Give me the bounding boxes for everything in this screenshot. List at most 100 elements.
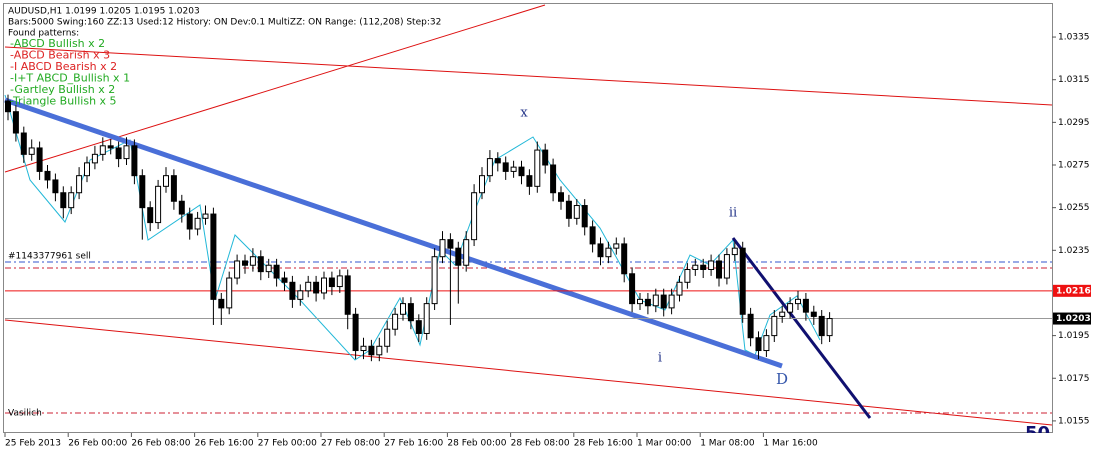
candle-body: [668, 294, 675, 309]
candle-body: [155, 185, 162, 224]
candle-body: [170, 175, 177, 202]
candle-body: [431, 256, 438, 305]
price-box: [1053, 284, 1091, 297]
candle-body: [328, 277, 335, 288]
candle-body: [787, 303, 794, 313]
candle-body: [36, 147, 43, 172]
candle-body: [637, 298, 643, 305]
x-tick-label: 26 Feb 00:00: [68, 439, 127, 449]
x-tick-label: 1 Mar 16:00: [763, 439, 818, 449]
candle-body: [747, 313, 754, 339]
candle-body: [297, 290, 304, 300]
candle-body: [423, 303, 430, 334]
candle-body: [644, 298, 651, 307]
candle-body: [257, 256, 264, 273]
x-tick-label: 27 Feb 16:00: [384, 439, 443, 449]
candle-body: [210, 213, 217, 300]
x-tick-label: 28 Feb 16:00: [574, 439, 633, 449]
candle-body: [352, 313, 359, 352]
pattern-entry: -Triangle Bullish x 5: [10, 95, 117, 108]
candle-body: [186, 213, 193, 230]
pattern-entry: -I+T ABCD_Bullish x 1: [10, 72, 130, 85]
candle-body: [558, 192, 564, 202]
candle-body: [178, 200, 185, 215]
candle-body: [376, 345, 383, 356]
y-tick-label: 1.0275: [1058, 161, 1090, 171]
x-tick-label: 1 Mar 00:00: [637, 439, 692, 449]
candle-body: [68, 192, 75, 209]
candle-body: [218, 298, 225, 309]
candle-body: [716, 260, 722, 279]
x-tick-label: 1 Mar 08:00: [700, 439, 755, 449]
candle-body: [565, 200, 572, 219]
y-tick-label: 1.0255: [1058, 203, 1090, 213]
x-tick-label: 28 Feb 00:00: [447, 439, 506, 449]
candle-body: [107, 145, 114, 149]
pattern-entry: -ABCD Bullish x 2: [10, 37, 105, 50]
x-tick-label: 26 Feb 16:00: [195, 439, 254, 449]
candle-body: [289, 281, 296, 300]
candle-body: [400, 303, 406, 315]
price-box: [1053, 312, 1091, 325]
candle-body: [463, 239, 470, 266]
candle-body: [660, 294, 667, 309]
candle-body: [321, 277, 327, 294]
candle-body: [242, 260, 248, 266]
candle-body: [336, 275, 343, 288]
candle-body: [731, 247, 738, 256]
wave-label: x: [520, 106, 528, 121]
candle-body: [281, 277, 288, 283]
bottom-label: Vasilich: [8, 409, 42, 419]
candle-body: [795, 298, 801, 305]
candle-body: [479, 175, 485, 194]
candle-body: [700, 264, 707, 271]
price-box-label: 1.0203: [1056, 314, 1091, 324]
candle-body: [526, 175, 533, 187]
candle-body: [494, 158, 501, 164]
candle-body: [447, 239, 454, 249]
candle-body: [763, 335, 770, 352]
candle-body: [52, 179, 59, 194]
candle-body: [581, 205, 588, 228]
candle-body: [573, 205, 580, 219]
y-tick-label: 1.0295: [1058, 118, 1090, 128]
candle-body: [44, 170, 51, 181]
candle-body: [676, 281, 683, 296]
y-axis-band: [1053, 0, 1093, 453]
price-box-label: 1.0216: [1056, 286, 1091, 296]
candle-body: [360, 345, 367, 352]
wave-label: ii: [729, 206, 737, 221]
candle-body: [771, 315, 778, 337]
wave-label: i: [658, 351, 662, 366]
x-axis-band: [0, 433, 1093, 453]
candle-body: [739, 247, 746, 315]
wave-line: [731, 237, 872, 419]
candle-body: [684, 269, 691, 283]
candle-body: [597, 243, 604, 258]
candle-body: [826, 318, 833, 337]
candle-body: [91, 153, 98, 164]
patterns-title: Found patterns:: [8, 29, 79, 39]
x-tick-label: 25 Feb 2013: [5, 439, 61, 449]
candle-body: [249, 256, 256, 266]
candle-body: [131, 145, 138, 177]
candle-body: [20, 132, 27, 155]
candle-body: [139, 175, 146, 209]
x-tick-label: 27 Feb 08:00: [321, 439, 380, 449]
candle-body: [273, 264, 280, 279]
candle-body: [518, 166, 525, 177]
candle-body: [5, 100, 11, 113]
candle-body: [115, 147, 122, 160]
candle-body: [692, 264, 699, 271]
candle-body: [802, 298, 809, 313]
candle-body: [613, 243, 620, 249]
candle-body: [471, 192, 478, 241]
candle-body: [234, 260, 241, 279]
x-tick-label: 27 Feb 00:00: [258, 439, 317, 449]
x-tick-label: 28 Feb 08:00: [511, 439, 570, 449]
candle-body: [605, 247, 612, 258]
candle-body: [12, 111, 19, 134]
candle-body: [502, 162, 509, 172]
y-tick-label: 1.0155: [1058, 416, 1090, 426]
